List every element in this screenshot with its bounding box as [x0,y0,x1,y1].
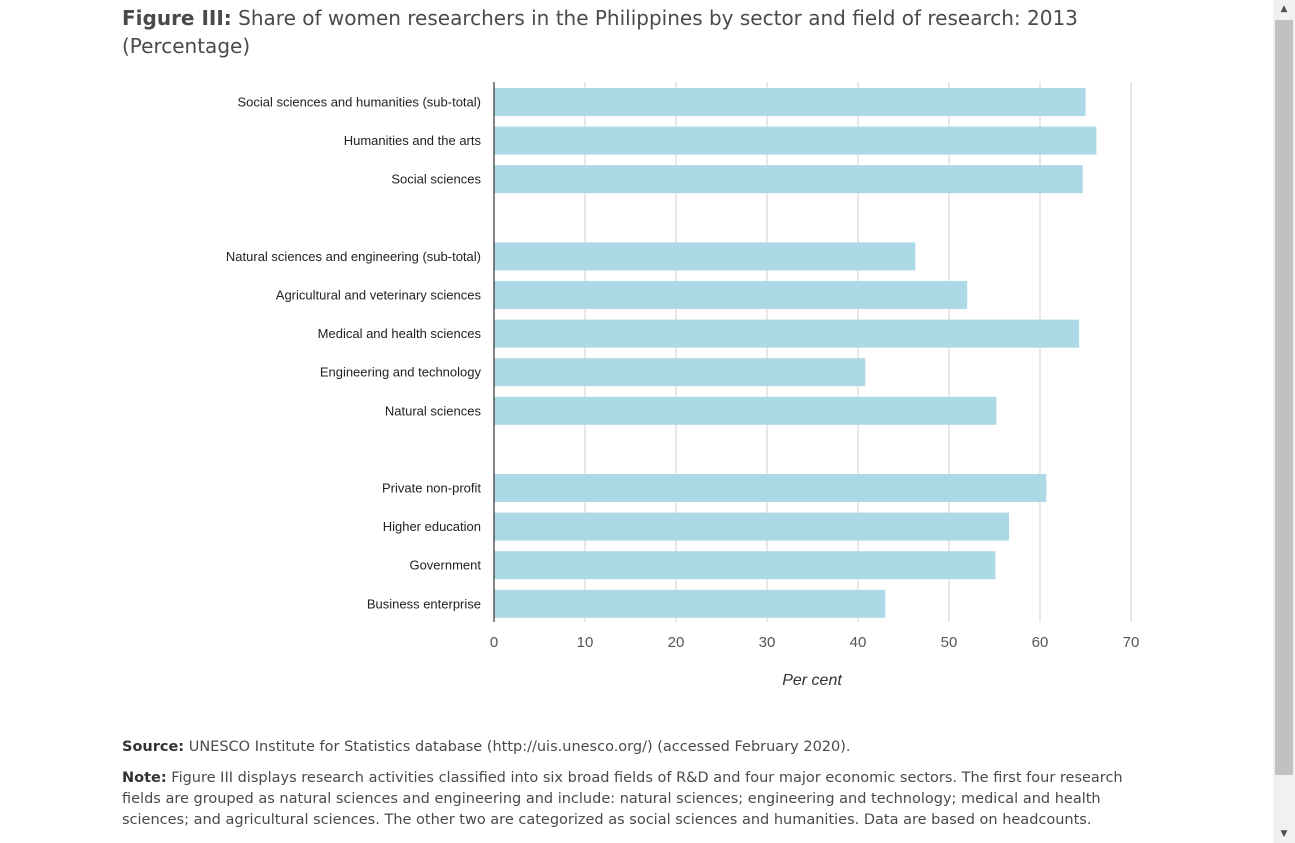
bar [494,396,997,425]
vertical-scrollbar[interactable]: ▲ ▼ [1273,0,1295,843]
category-label: Medical and health sciences [318,326,482,341]
source-label: Source: [122,739,185,755]
category-label: Agricultural and veterinary sciences [276,288,482,303]
bar-chart: Social sciences and humanities (sub-tota… [226,82,1140,689]
figure-title: Figure III: Share of women researchers i… [122,4,1122,60]
note-label: Note: [122,770,167,786]
note-text: Figure III displays research activities … [122,770,1123,828]
bar [494,88,1086,116]
bar [494,319,1080,348]
x-tick-label: 20 [668,634,685,651]
x-tick-label: 60 [1032,634,1049,651]
category-label: Humanities and the arts [344,133,482,148]
bar [494,474,1047,502]
bar [494,358,866,387]
category-label: Social sciences and humanities (sub-tota… [237,95,481,110]
category-label: Natural sciences [385,403,482,418]
note-paragraph: Note: Figure III displays research activ… [122,768,1152,831]
category-label: Social sciences [391,172,481,187]
category-label: Engineering and technology [320,365,482,380]
bar [494,281,968,309]
x-tick-label: 70 [1123,634,1140,651]
category-label: Private non-profit [382,481,481,496]
x-tick-label: 30 [759,634,776,651]
figure-title-text: Share of women researchers in the Philip… [122,6,1078,58]
bar [494,242,916,271]
category-label: Business enterprise [367,596,481,611]
x-tick-label: 10 [577,634,594,651]
x-tick-label: 40 [850,634,867,651]
source-text: UNESCO Institute for Statistics database… [188,739,851,755]
bar [494,589,886,618]
x-tick-label: 0 [490,634,498,651]
bar [494,551,996,580]
category-label: Natural sciences and engineering (sub-to… [226,249,481,264]
scroll-down-icon[interactable]: ▼ [1280,829,1288,839]
scroll-up-icon[interactable]: ▲ [1280,4,1288,14]
source-line: Source: UNESCO Institute for Statistics … [122,737,1152,758]
x-tick-label: 50 [941,634,958,651]
bar [494,126,1097,155]
category-label: Government [409,558,481,573]
scrollbar-thumb[interactable] [1275,20,1293,775]
figure-title-lead: Figure III: [122,6,232,30]
bar [494,165,1083,194]
x-axis-title: Per cent [782,672,842,689]
bar [494,512,1010,541]
category-label: Higher education [383,519,481,534]
